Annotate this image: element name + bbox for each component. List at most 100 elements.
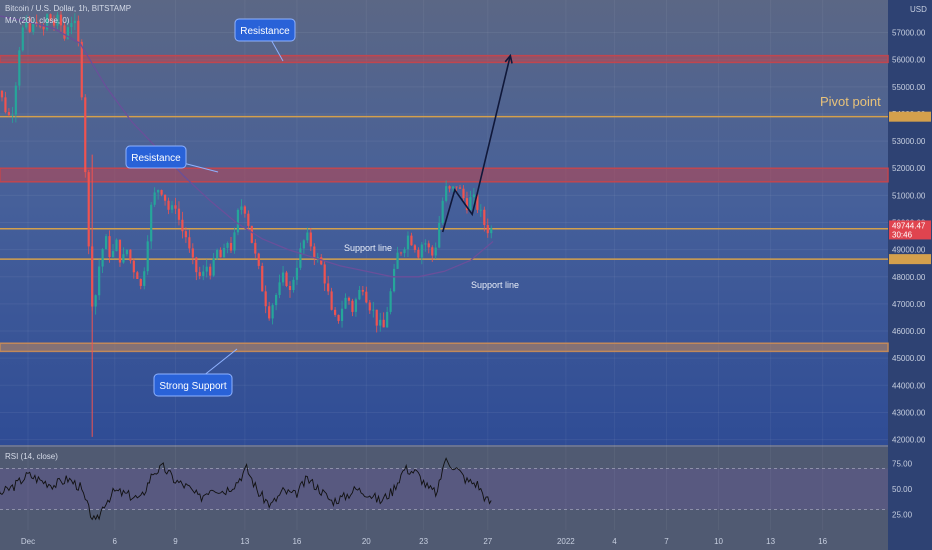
candle-body (361, 289, 364, 292)
countdown-value: 30:46 (892, 230, 913, 239)
candle-body (216, 249, 219, 259)
candle-body (386, 311, 389, 328)
price-tick-label: 43000.00 (892, 408, 926, 417)
candle-body (32, 22, 35, 32)
candle-body (184, 231, 187, 238)
candle-body (229, 243, 233, 251)
candle-body (49, 14, 52, 22)
candle-body (257, 253, 260, 266)
ma-indicator-label[interactable]: MA (200, close, 0) (5, 16, 70, 25)
rsi-tick-label: 25.00 (892, 511, 913, 520)
time-tick-label: 27 (483, 537, 492, 546)
candle-body (316, 257, 319, 259)
candle-body (410, 235, 413, 246)
candle-body (247, 213, 250, 226)
candle-body (344, 297, 347, 309)
candle-body (226, 243, 229, 248)
price-tick-label: 57000.00 (892, 29, 926, 38)
candle-body (434, 247, 437, 256)
candle-body (108, 236, 111, 258)
candle-body (0, 90, 4, 98)
candle-body (309, 232, 312, 247)
candle-body (271, 305, 274, 319)
candle-body (236, 209, 240, 233)
callout-resistance-mid[interactable]: Resistance (125, 145, 219, 173)
time-tick-label: 20 (362, 537, 371, 546)
rsi-label[interactable]: RSI (14, close) (5, 452, 58, 461)
candle-body (195, 257, 198, 273)
candle-body (278, 282, 281, 295)
candle-body (389, 291, 392, 312)
candle-body (254, 242, 257, 254)
candle-body (358, 289, 361, 300)
candle-body (476, 194, 479, 210)
candle-body (45, 14, 49, 30)
candle-body (351, 300, 354, 312)
callout-resistance-top[interactable]: Resistance (234, 18, 296, 62)
time-tick-label: 7 (664, 537, 669, 546)
price-zone-1[interactable] (0, 54, 889, 64)
candle-body (222, 247, 226, 258)
candle-body (143, 271, 146, 286)
candle-body (472, 194, 475, 198)
candle-body (87, 172, 90, 247)
last-price-tag (889, 220, 931, 240)
candle-body (354, 299, 358, 312)
candle-body (445, 186, 448, 201)
candle-body (306, 232, 309, 241)
candle-body (219, 249, 222, 258)
candle-body (396, 252, 399, 269)
candle-body (313, 246, 316, 259)
price-tick-label: 49000.00 (892, 246, 926, 255)
time-tick-label: 16 (292, 537, 301, 546)
candle-body (118, 239, 122, 263)
candle-body (77, 20, 80, 42)
candle-body (250, 225, 253, 243)
candle-body (170, 205, 174, 210)
callout-strong-support[interactable]: Strong Support (153, 348, 238, 397)
candle-body (70, 23, 73, 28)
time-tick-label: 6 (113, 537, 118, 546)
support-line-label-1: Support line (344, 243, 392, 253)
candle-body (42, 26, 45, 30)
candle-body (209, 266, 212, 276)
price-tick-label: 42000.00 (892, 436, 926, 445)
candle-body (177, 208, 181, 220)
candles[interactable] (0, 11, 493, 437)
candle-body (18, 50, 21, 86)
support-line-label-2: Support line (471, 280, 519, 290)
price-tick-label: 47000.00 (892, 300, 926, 309)
price-tick-label: 44000.00 (892, 381, 926, 390)
candle-body (240, 206, 243, 210)
time-tick-label: 4 (612, 537, 617, 546)
candle-body (431, 247, 434, 256)
candle-body (104, 236, 108, 250)
candle-body (188, 237, 191, 249)
candle-body (150, 204, 153, 242)
rsi-line[interactable] (0, 457, 492, 521)
time-tick-label: 10 (714, 537, 723, 546)
candle-body (465, 198, 469, 211)
candle-body (299, 248, 302, 268)
candle-body (347, 297, 351, 301)
candle-body (167, 200, 170, 210)
candle-body (160, 190, 163, 195)
candle-body (451, 186, 455, 189)
candle-body (139, 278, 142, 286)
time-tick-label: 9 (173, 537, 178, 546)
candle-body (365, 291, 368, 303)
candle-body (469, 197, 472, 211)
price-zone-3[interactable] (0, 342, 889, 353)
time-tick-label: 2022 (557, 537, 575, 546)
projection-path[interactable] (441, 55, 512, 233)
candle-body (115, 239, 118, 252)
ma200-line[interactable] (0, 14, 494, 278)
price-zone-2[interactable] (0, 167, 889, 183)
candle-body (80, 41, 83, 98)
candle-body (333, 309, 337, 315)
price-tick-label: 56000.00 (892, 56, 926, 65)
candle-body (441, 200, 444, 224)
candle-body (14, 85, 17, 115)
candle-body (146, 241, 149, 272)
